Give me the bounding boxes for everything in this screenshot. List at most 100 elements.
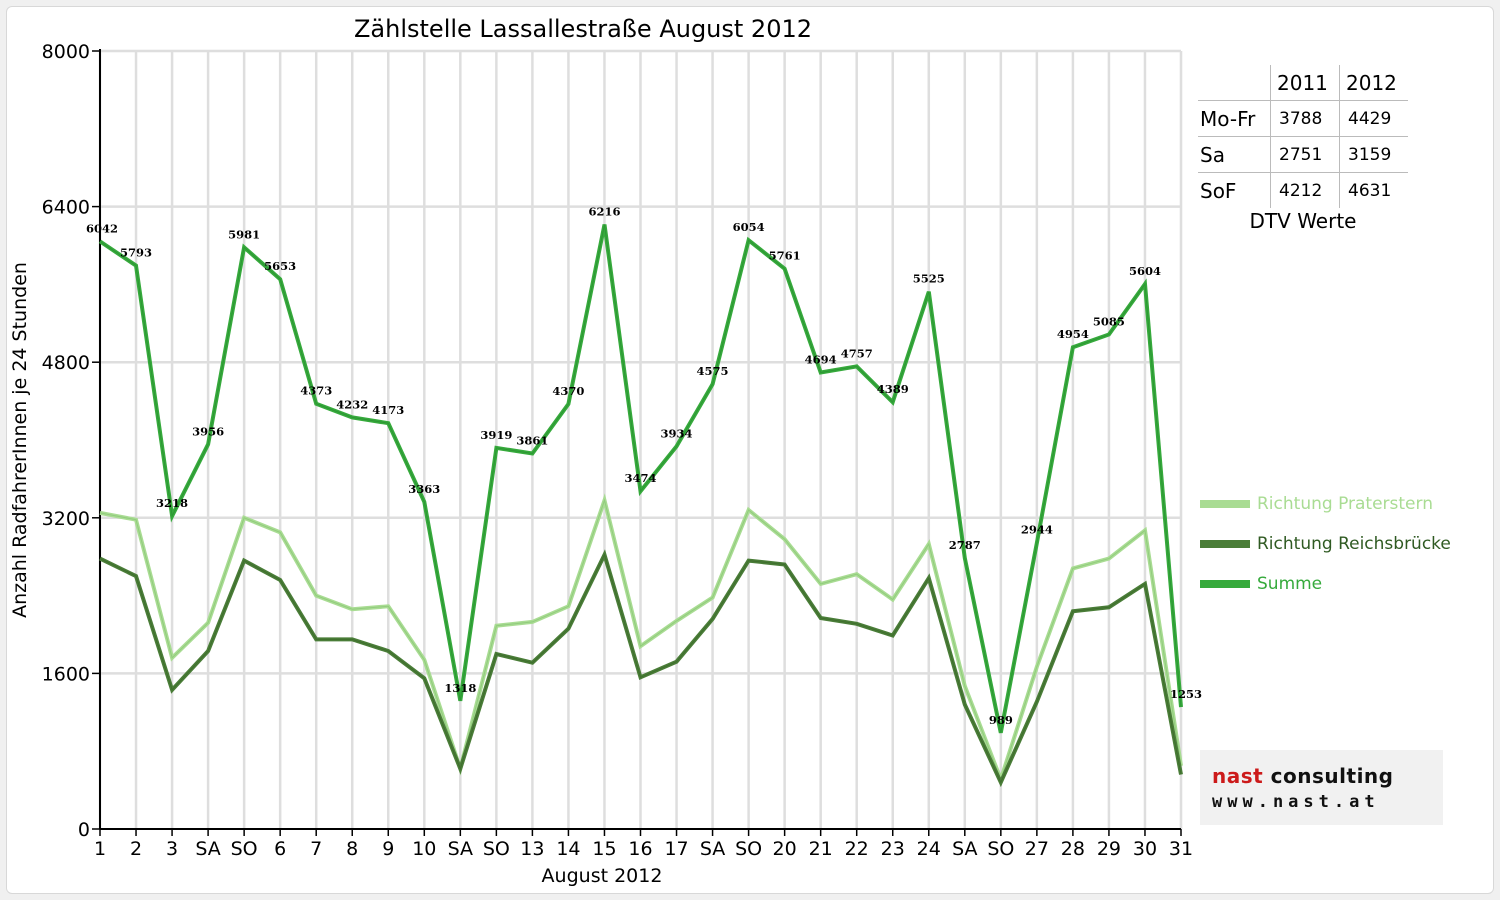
x-tick-label: SO [483, 838, 510, 860]
data-label: 5085 [1093, 314, 1125, 328]
dtv-header-row: 2011 2012 [1198, 65, 1408, 101]
dtv-cell-2011: 3788 [1270, 100, 1340, 137]
data-label: 3861 [516, 434, 548, 448]
series-lines [98, 224, 1183, 788]
x-tick-label: 1 [94, 838, 106, 860]
logo-name: nast consulting [1212, 764, 1393, 788]
dtv-caption: DTV Werte [1249, 209, 1357, 233]
x-tick-label: 15 [592, 838, 616, 860]
data-label: 2944 [1021, 523, 1053, 537]
x-tick-label: 6 [274, 838, 286, 860]
y-axis-label: Anzahl RadfahrerInnen je 24 Stunden [9, 262, 31, 618]
x-tick-label: 17 [664, 838, 688, 860]
dtv-header-empty [1198, 65, 1271, 101]
data-label: 4173 [372, 403, 404, 417]
data-label: 5793 [120, 246, 152, 260]
x-tick-label: SA [952, 838, 977, 860]
x-tick-label: SA [448, 838, 473, 860]
data-label: 3956 [192, 424, 224, 438]
dtv-table: 2011 2012 Mo-Fr 3788 4429 Sa 2751 3159 S… [1198, 65, 1408, 208]
x-tick-label: 14 [556, 838, 580, 860]
data-label: 2787 [949, 538, 981, 552]
legend-swatch-reichsbruecke [1200, 540, 1250, 548]
x-tick-label: 3 [166, 838, 178, 860]
dtv-row-sof: SoF 4212 4631 [1198, 172, 1408, 208]
chart-title: Zählstelle Lassallestraße August 2012 [354, 15, 812, 43]
dtv-row-label: Sa [1198, 136, 1271, 173]
x-tick-label: 23 [881, 838, 905, 860]
x-tick-label: SO [735, 838, 762, 860]
nast-consulting-logo: nast consulting www.nast.at [1200, 750, 1443, 825]
series-line-edge [99, 553, 1182, 784]
data-label: 3218 [156, 496, 188, 510]
legend-item-summe: Summe [1200, 574, 1322, 594]
data-label: 4694 [805, 353, 837, 367]
x-tick-label: SA [195, 838, 220, 860]
x-tick-label: 9 [382, 838, 394, 860]
dtv-cell-2012: 4429 [1339, 100, 1408, 137]
data-label: 4575 [697, 364, 729, 378]
y-tick-label: 3200 [42, 508, 90, 530]
x-axis-label: August 2012 [542, 865, 663, 887]
data-label: 5604 [1129, 264, 1161, 278]
dtv-row-label: Mo-Fr [1198, 100, 1271, 137]
x-tick-label: 8 [346, 838, 358, 860]
data-label: 4389 [877, 382, 909, 396]
axes [92, 49, 1182, 836]
x-tick-label: 13 [520, 838, 544, 860]
data-label: 6054 [733, 220, 765, 234]
y-tick-label: 4800 [42, 352, 90, 374]
x-tick-label: 21 [809, 838, 833, 860]
data-label: 4757 [841, 346, 873, 360]
data-label: 6216 [588, 204, 620, 218]
x-tick-labels: 1 2 3 SA SO 6 7 8 9 10 SA SO 13 14 15 16 17 SA SO 20 21 22 23 2… [94, 838, 1193, 860]
data-label: 3934 [661, 426, 693, 440]
grid-lines [98, 49, 1183, 829]
dtv-header-2012: 2012 [1339, 65, 1408, 101]
logo-url: www.nast.at [1212, 792, 1380, 812]
legend-item-reichsbruecke: Richtung Reichsbrücke [1200, 534, 1451, 554]
data-label: 989 [989, 713, 1013, 727]
x-tick-label: 16 [628, 838, 652, 860]
x-tick-label: 22 [845, 838, 869, 860]
dtv-cell-2012: 3159 [1339, 136, 1408, 173]
x-tick-label: 28 [1061, 838, 1085, 860]
data-label: 5981 [228, 227, 260, 241]
data-label: 5525 [913, 272, 945, 286]
data-label: 4373 [300, 384, 332, 398]
legend-label-praterstern: Richtung Praterstern [1257, 494, 1433, 514]
dtv-cell-2011: 4212 [1270, 172, 1340, 208]
x-tick-label: 27 [1025, 838, 1049, 860]
data-label: 4370 [552, 384, 584, 398]
data-label: 3919 [480, 428, 512, 442]
y-tick-label: 1600 [42, 663, 90, 685]
dtv-cell-2011: 2751 [1270, 136, 1340, 173]
legend-swatch-praterstern [1200, 500, 1250, 508]
legend-item-praterstern: Richtung Praterstern [1200, 494, 1433, 514]
data-label: 1318 [444, 681, 476, 695]
x-tick-label: SA [700, 838, 725, 860]
data-label: 4232 [336, 397, 368, 411]
data-label: 1253 [1170, 687, 1202, 701]
logo-name-red: nast [1212, 764, 1264, 788]
x-tick-label: 29 [1097, 838, 1121, 860]
dtv-row-mo-fr: Mo-Fr 3788 4429 [1198, 100, 1408, 137]
x-tick-label: 7 [310, 838, 322, 860]
y-tick-label: 6400 [42, 197, 90, 219]
logo-name-black: consulting [1270, 764, 1394, 788]
data-label: 3363 [408, 482, 440, 496]
x-tick-label: 24 [917, 838, 941, 860]
y-tick-label: 0 [78, 819, 90, 841]
x-tick-label: SO [231, 838, 258, 860]
dtv-row-label: SoF [1198, 172, 1271, 208]
dtv-cell-2012: 4631 [1339, 172, 1408, 208]
x-tick-label: 31 [1169, 838, 1193, 860]
legend-swatch-summe [1200, 580, 1250, 588]
data-label: 5653 [264, 259, 296, 273]
series-line-edge [99, 224, 1182, 733]
x-tick-label: SO [987, 838, 1014, 860]
dtv-row-sa: Sa 2751 3159 [1198, 136, 1408, 173]
data-label: 6042 [86, 221, 118, 235]
